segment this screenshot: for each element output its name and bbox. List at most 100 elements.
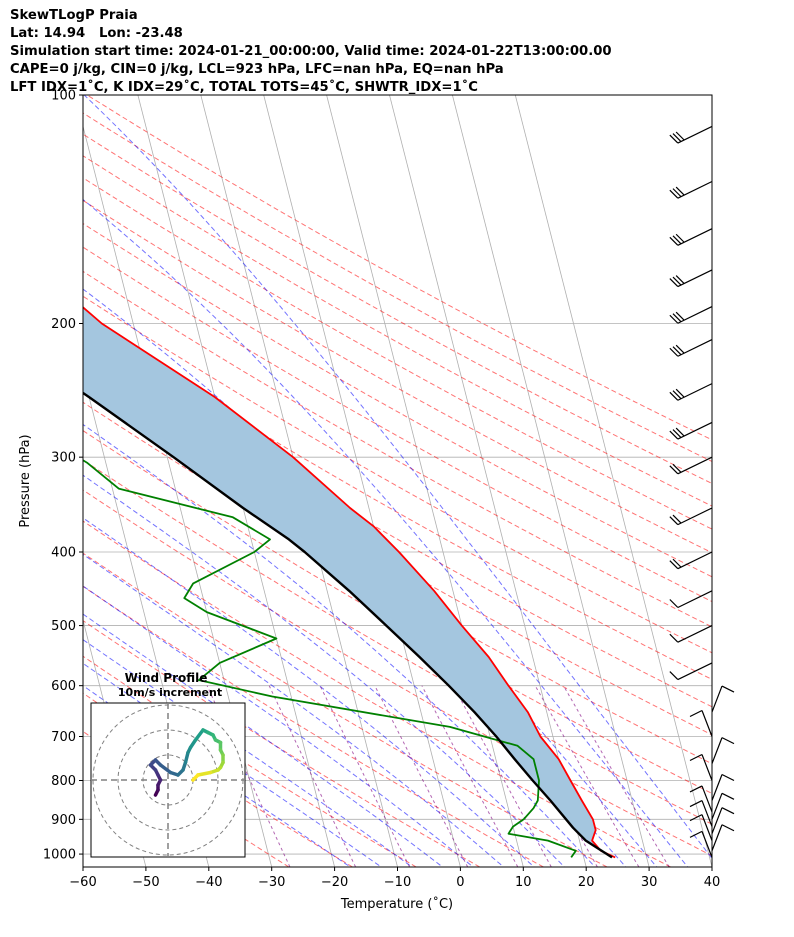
mixing-ratio-line xyxy=(319,685,411,867)
mixing-ratio-line xyxy=(421,685,519,867)
wind-barbs xyxy=(669,125,735,858)
hodograph-subtitle: 10m/s increment xyxy=(118,686,222,699)
wind-barb xyxy=(689,830,713,858)
y-axis-ticks: 100 200 300 400 500 600 700 800 900 1000 xyxy=(43,89,83,863)
isotherm-line xyxy=(326,95,524,867)
wind-barb xyxy=(669,625,713,643)
dewpoint-line xyxy=(83,459,577,858)
moist-adiabat xyxy=(83,685,352,867)
wind-barb xyxy=(669,228,713,246)
mixing-ratio-line xyxy=(563,685,670,867)
wind-barb xyxy=(669,269,713,288)
hodograph-title: Wind Profile xyxy=(125,671,208,685)
y-tick-label: 900 xyxy=(51,813,76,828)
y-tick-label: 400 xyxy=(51,546,76,561)
hodograph-segment xyxy=(196,770,213,777)
moist-adiabat xyxy=(83,662,383,867)
wind-barb xyxy=(711,792,735,820)
y-tick-label: 500 xyxy=(51,619,76,634)
location-line: Lat: 14.94 Lon: -23.48 xyxy=(10,26,183,41)
isotherm-line xyxy=(263,95,461,867)
hodograph-segment xyxy=(193,728,205,742)
dry-adiabat xyxy=(83,246,712,603)
wind-barb xyxy=(689,709,713,737)
x-tick-label: −10 xyxy=(384,875,411,890)
x-tick-label: −30 xyxy=(258,875,285,890)
wind-barb xyxy=(669,339,713,357)
profile-lines xyxy=(83,306,616,859)
chart-header: SkewTLogP Praia Lat: 14.94 Lon: -23.48 S… xyxy=(10,7,612,97)
x-tick-label: 20 xyxy=(578,875,595,890)
y-tick-label: 300 xyxy=(51,451,76,466)
hodograph: Wind Profile 10m/s increment xyxy=(90,671,246,858)
wind-barb xyxy=(711,773,735,801)
wind-barb xyxy=(669,421,713,440)
dry-adiabat xyxy=(83,374,712,736)
wind-barb xyxy=(669,180,713,199)
y-tick-label: 800 xyxy=(51,774,76,789)
wind-barb xyxy=(669,590,713,609)
dry-adiabat xyxy=(83,552,608,867)
wind-barb xyxy=(669,383,713,401)
dry-adiabat xyxy=(83,270,712,628)
moist-adiabat xyxy=(83,553,505,867)
parcel-line xyxy=(83,391,613,859)
y-tick-label: 200 xyxy=(51,317,76,332)
chart-title: SkewTLogP Praia xyxy=(10,8,138,23)
y-tick-label: 100 xyxy=(51,89,76,104)
moist-adiabat xyxy=(83,95,712,860)
moist-adiabat xyxy=(83,423,596,867)
x-axis-ticks: −60 −50 −40 −30 −20 −10 0 10 20 30 40 xyxy=(69,867,720,890)
wind-barb xyxy=(669,456,713,475)
dry-adiabat xyxy=(83,401,712,765)
isotherm-line xyxy=(514,95,712,867)
isotherm-line xyxy=(452,95,650,867)
wind-barb xyxy=(669,507,713,526)
hodograph-segment xyxy=(191,773,200,782)
dry-adiabat xyxy=(83,655,417,867)
hodograph-segment xyxy=(158,763,173,775)
wind-barb xyxy=(689,753,713,781)
wind-barb xyxy=(711,685,735,713)
dry-adiabat xyxy=(83,620,481,867)
y-axis-label: Pressure (hPa) xyxy=(18,434,33,527)
wind-barb xyxy=(689,814,713,841)
y-tick-label: 700 xyxy=(51,730,76,745)
x-tick-label: −20 xyxy=(321,875,348,890)
wind-barb xyxy=(711,807,735,834)
mixing-ratio-line xyxy=(452,685,552,867)
x-tick-label: 40 xyxy=(704,875,721,890)
isotherm-line xyxy=(83,865,84,867)
x-tick-label: 10 xyxy=(515,875,532,890)
dry-adiabat xyxy=(86,95,712,441)
x-axis-label: Temperature (˚C) xyxy=(340,896,453,912)
x-tick-label: 0 xyxy=(456,875,464,890)
moist-adiabat xyxy=(83,474,566,867)
moist-adiabat xyxy=(83,198,689,867)
wind-barb xyxy=(669,662,713,681)
isopleths xyxy=(83,95,712,867)
dry-adiabat xyxy=(83,199,712,554)
dry-adiabat xyxy=(83,459,712,825)
wind-barb xyxy=(711,737,735,764)
y-tick-label: 600 xyxy=(51,679,76,694)
mixing-ratio-line xyxy=(534,685,640,867)
wind-barb xyxy=(669,125,713,144)
mixing-ratio-line xyxy=(268,685,357,867)
wind-barb xyxy=(669,551,713,570)
wind-barb xyxy=(669,306,713,324)
cape-cin-line: CAPE=0 j/kg, CIN=0 j/kg, LCL=923 hPa, LF… xyxy=(10,62,504,77)
y-tick-label: 1000 xyxy=(43,848,76,863)
dry-adiabat xyxy=(83,155,712,507)
wind-barb xyxy=(689,800,713,827)
moist-adiabat xyxy=(83,639,413,867)
x-tick-label: −40 xyxy=(195,875,222,890)
x-tick-label: −60 xyxy=(69,875,96,890)
isotherm-line xyxy=(389,95,587,867)
x-tick-label: −50 xyxy=(132,875,159,890)
wind-barb xyxy=(689,785,713,813)
temperature-line xyxy=(83,306,616,859)
wind-barb xyxy=(711,824,735,851)
moist-adiabat xyxy=(83,613,444,867)
